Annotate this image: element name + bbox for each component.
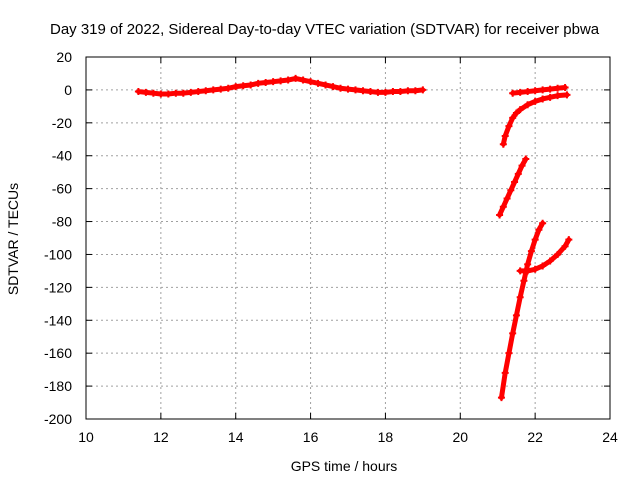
y-tick-label: -20 bbox=[52, 115, 72, 131]
series-5 bbox=[497, 219, 547, 402]
x-tick-label: 10 bbox=[78, 429, 94, 445]
data-point bbox=[419, 86, 427, 94]
y-tick-label: -60 bbox=[52, 181, 72, 197]
x-tick-label: 14 bbox=[228, 429, 244, 445]
x-tick-label: 16 bbox=[303, 429, 319, 445]
y-tick-label: -140 bbox=[44, 312, 72, 328]
y-tick-label: -80 bbox=[52, 214, 72, 230]
data-point bbox=[539, 219, 547, 227]
x-axis-label: GPS time / hours bbox=[291, 458, 398, 474]
x-tick-label: 22 bbox=[527, 429, 543, 445]
y-axis-label: SDTVAR / TECUs bbox=[5, 183, 21, 295]
x-tick-label: 20 bbox=[452, 429, 468, 445]
series-2 bbox=[509, 83, 569, 97]
data-point bbox=[563, 91, 571, 99]
point-cluster bbox=[498, 370, 508, 401]
data-point bbox=[565, 236, 573, 244]
series-4 bbox=[496, 155, 530, 219]
data-points bbox=[134, 74, 573, 402]
data-point bbox=[522, 155, 530, 163]
data-point bbox=[561, 83, 569, 91]
series-3 bbox=[499, 91, 571, 148]
y-tick-label: -180 bbox=[44, 378, 72, 394]
y-tick-label: 20 bbox=[56, 49, 72, 65]
tick-layer: 10 12 14 16 18 20 22 24 20 0 -20 -40 -60 -80 -100 -120 -… bbox=[44, 49, 618, 445]
grid-layer bbox=[86, 57, 610, 419]
y-tick-label: -160 bbox=[44, 345, 72, 361]
y-tick-label: -40 bbox=[52, 148, 72, 164]
series-6 bbox=[516, 236, 573, 275]
y-tick-label: -200 bbox=[44, 411, 72, 427]
y-tick-label: -120 bbox=[44, 279, 72, 295]
plot-frame bbox=[85, 56, 611, 420]
series-1 bbox=[134, 74, 427, 98]
x-tick-label: 24 bbox=[602, 429, 618, 445]
x-tick-label: 18 bbox=[378, 429, 394, 445]
x-tick-label: 12 bbox=[153, 429, 169, 445]
chart-title: Day 319 of 2022, Sidereal Day-to-day VTE… bbox=[50, 21, 600, 38]
y-tick-label: -100 bbox=[44, 246, 72, 262]
y-tick-label: 0 bbox=[64, 82, 72, 98]
